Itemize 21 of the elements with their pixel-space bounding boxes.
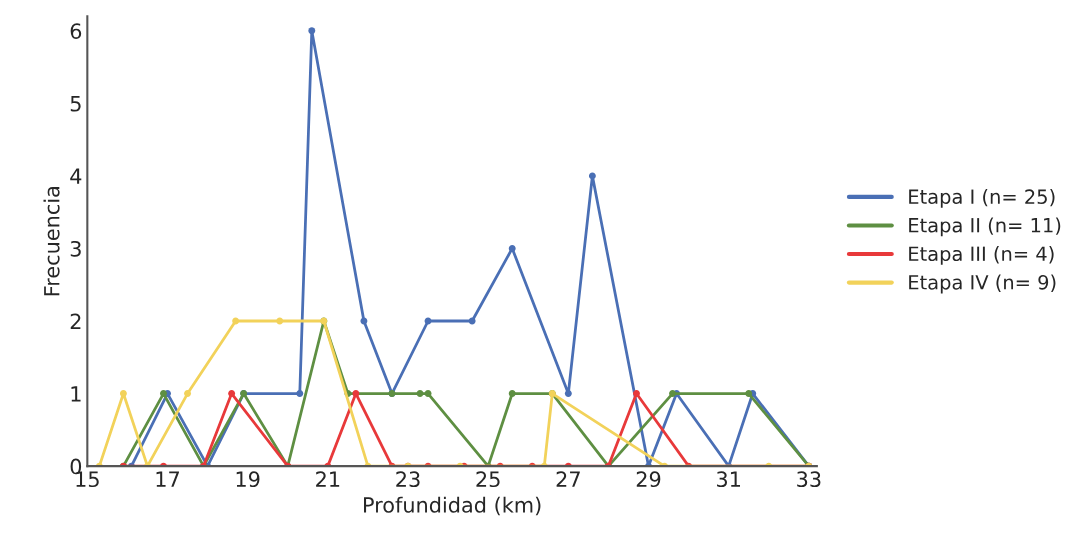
x-tick-label: 19 [236,471,260,488]
y-tick-label: 6 [70,23,82,39]
x-tick-label: 33 [797,471,821,488]
legend-label: Etapa II (n= 11) [909,217,1061,237]
x-tick-label: 27 [556,471,580,487]
x-tick-label: 29 [636,471,661,488]
x-tick-label: 23 [396,471,420,488]
legend-label: Etapa IV (n= 9) [909,274,1056,294]
legend-label: Etapa I (n= 25) [909,188,1055,208]
y-tick-label: 5 [70,96,81,112]
x-tick-label: 31 [717,471,740,488]
x-tick-label: 17 [156,471,179,487]
y-tick-label: 3 [70,240,81,257]
x-tick-label: 25 [476,471,500,488]
y-tick-label: 4 [70,168,82,184]
x-tick-label: 21 [316,471,340,487]
y-tick-label: 1 [71,386,81,402]
y-axis-title: Frecuencia [43,187,60,296]
legend-label: Etapa III (n= 4) [909,246,1054,265]
y-tick-label: 2 [70,313,81,329]
x-axis-title: Profundidad (km) [364,496,541,516]
